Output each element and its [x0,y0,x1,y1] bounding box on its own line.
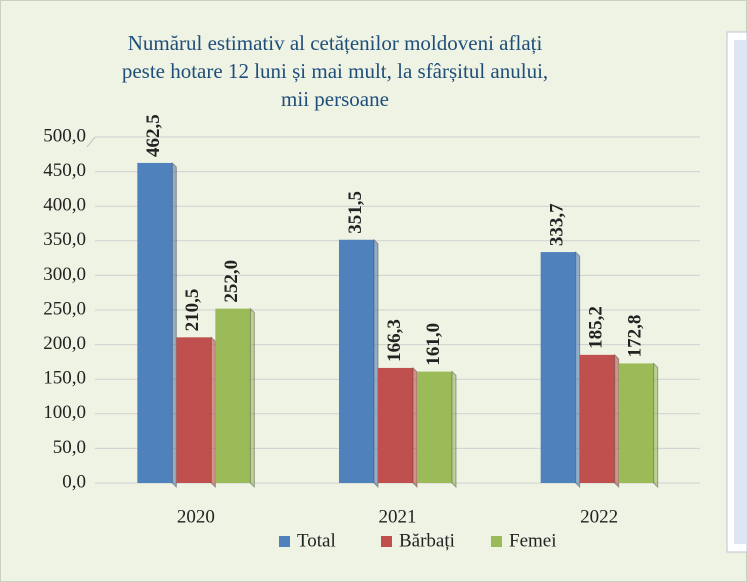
bar [378,367,413,483]
bar-side [171,161,177,489]
value-label: 462,5 [143,114,164,157]
x-tick-label: 2020 [177,506,215,527]
value-label: 166,3 [384,319,405,362]
y-tick-label: 300,0 [43,264,86,285]
chart-title: mii persoane [281,87,389,111]
bar [417,371,452,483]
legend-marker [491,536,502,547]
value-label: 161,0 [423,323,444,366]
value-label: 210,5 [182,289,203,332]
y-tick-label: 400,0 [43,195,86,216]
bar [540,252,576,483]
legend-label: Femei [509,530,557,551]
bar [176,337,212,483]
legend-marker [381,536,392,547]
bar-side [249,307,255,489]
legend-label: Bărbați [399,530,455,551]
bar [339,239,374,483]
y-tick-label: 450,0 [43,160,86,181]
bar-side [614,353,620,489]
axis-line [86,136,96,148]
value-label: 252,0 [221,260,242,303]
chart-title: peste hotare 12 luni și mai mult, la sfâ… [122,59,548,83]
value-label: 333,7 [547,203,568,246]
y-tick-label: 250,0 [43,298,86,319]
y-tick-label: 50,0 [53,437,86,458]
bar-side [451,370,457,489]
bar-side [412,366,418,489]
y-tick-label: 500,0 [43,125,86,146]
x-tick-label: 2022 [580,506,618,527]
bar-side [210,336,216,489]
y-tick-label: 100,0 [43,402,86,423]
bar-side [373,238,379,489]
chart-title: Numărul estimativ al cetățenilor moldove… [128,31,543,55]
bar-side [653,362,659,489]
side-panel-inner [734,40,747,544]
value-label: 351,5 [345,191,366,234]
bar-side [575,250,581,489]
legend-marker [279,536,290,547]
bar [618,363,654,483]
bar [579,354,615,483]
value-label: 185,2 [586,306,607,349]
y-tick-label: 350,0 [43,229,86,250]
value-label: 172,8 [625,315,646,358]
y-tick-label: 0,0 [62,471,86,492]
legend-label: Total [297,530,336,551]
y-tick-label: 200,0 [43,333,86,354]
y-tick-label: 150,0 [43,368,86,389]
x-tick-label: 2021 [379,506,417,527]
bar [215,308,251,483]
bar [137,162,173,483]
